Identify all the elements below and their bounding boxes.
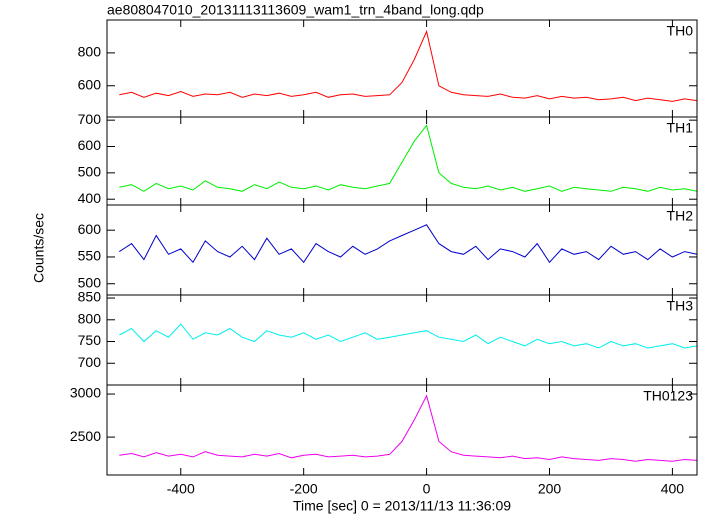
x-tick-label: 400 [661,481,685,497]
panel-frame [106,19,698,118]
y-tick-label: 3000 [70,385,101,401]
y-tick-label: 600 [78,76,102,92]
panel-label: TH0123 [643,388,693,404]
light-curve [119,29,698,102]
panel-label: TH2 [667,208,694,224]
panel-label: TH1 [667,120,694,136]
chart-title: ae808047010_20131113113609_wam1_trn_4ban… [107,2,484,18]
y-tick-label: 500 [78,274,102,290]
y-tick-label: 500 [78,164,102,180]
x-tick-label: -400 [167,481,195,497]
panel-frame [106,204,698,296]
panel-frame [106,294,698,386]
light-curve [119,323,698,349]
panel-frame [106,384,698,476]
y-tick-label: 550 [78,248,102,264]
light-curve [119,124,698,192]
x-tick-label: 200 [538,481,562,497]
y-tick-label: 800 [78,310,102,326]
panel-label: TH0 [667,23,694,39]
light-curve [119,224,698,264]
y-tick-label: 600 [78,137,102,153]
y-tick-label: 2500 [70,428,101,444]
y-tick-label: 850 [78,289,102,305]
y-tick-label: 700 [78,111,102,127]
y-tick-label: 400 [78,190,102,206]
x-tick-label: -200 [290,481,318,497]
x-axis-label: Time [sec] 0 = 2013/11/13 11:36:09 [293,498,511,514]
x-tick-label: 0 [423,481,431,497]
y-tick-label: 700 [78,354,102,370]
y-axis-label: Counts/sec [31,213,47,283]
panel-label: TH3 [667,298,694,314]
y-tick-label: 800 [78,44,102,60]
y-tick-label: 600 [78,221,102,237]
light-curve [119,394,698,462]
panel-frame [106,116,698,206]
y-tick-label: 750 [78,332,102,348]
